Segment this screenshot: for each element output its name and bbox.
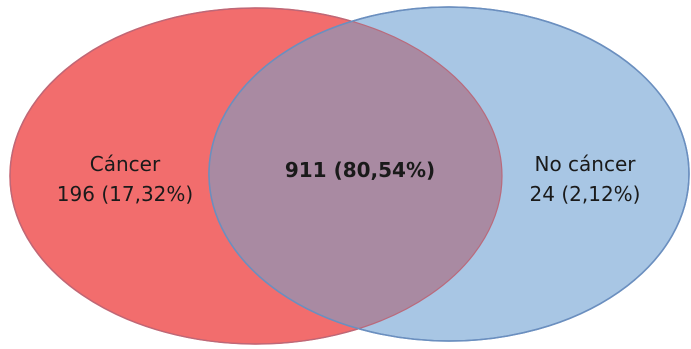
no-cancer-set-name: No cáncer [534,152,636,176]
no-cancer-set-value: 24 (2,12%) [529,182,641,206]
venn-left-outline [9,7,503,345]
overlap-label: 911 (80,54%) [285,155,435,185]
cancer-set-name: Cáncer [89,152,161,176]
overlap-value: 911 (80,54%) [284,158,436,182]
cancer-label: Cáncer 196 (17,32%) [57,149,193,209]
no-cancer-label: No cáncer 24 (2,12%) [530,149,641,209]
venn-overlap-region [209,8,502,341]
cancer-set-value: 196 (17,32%) [56,182,194,206]
venn-right-outline [208,6,690,342]
